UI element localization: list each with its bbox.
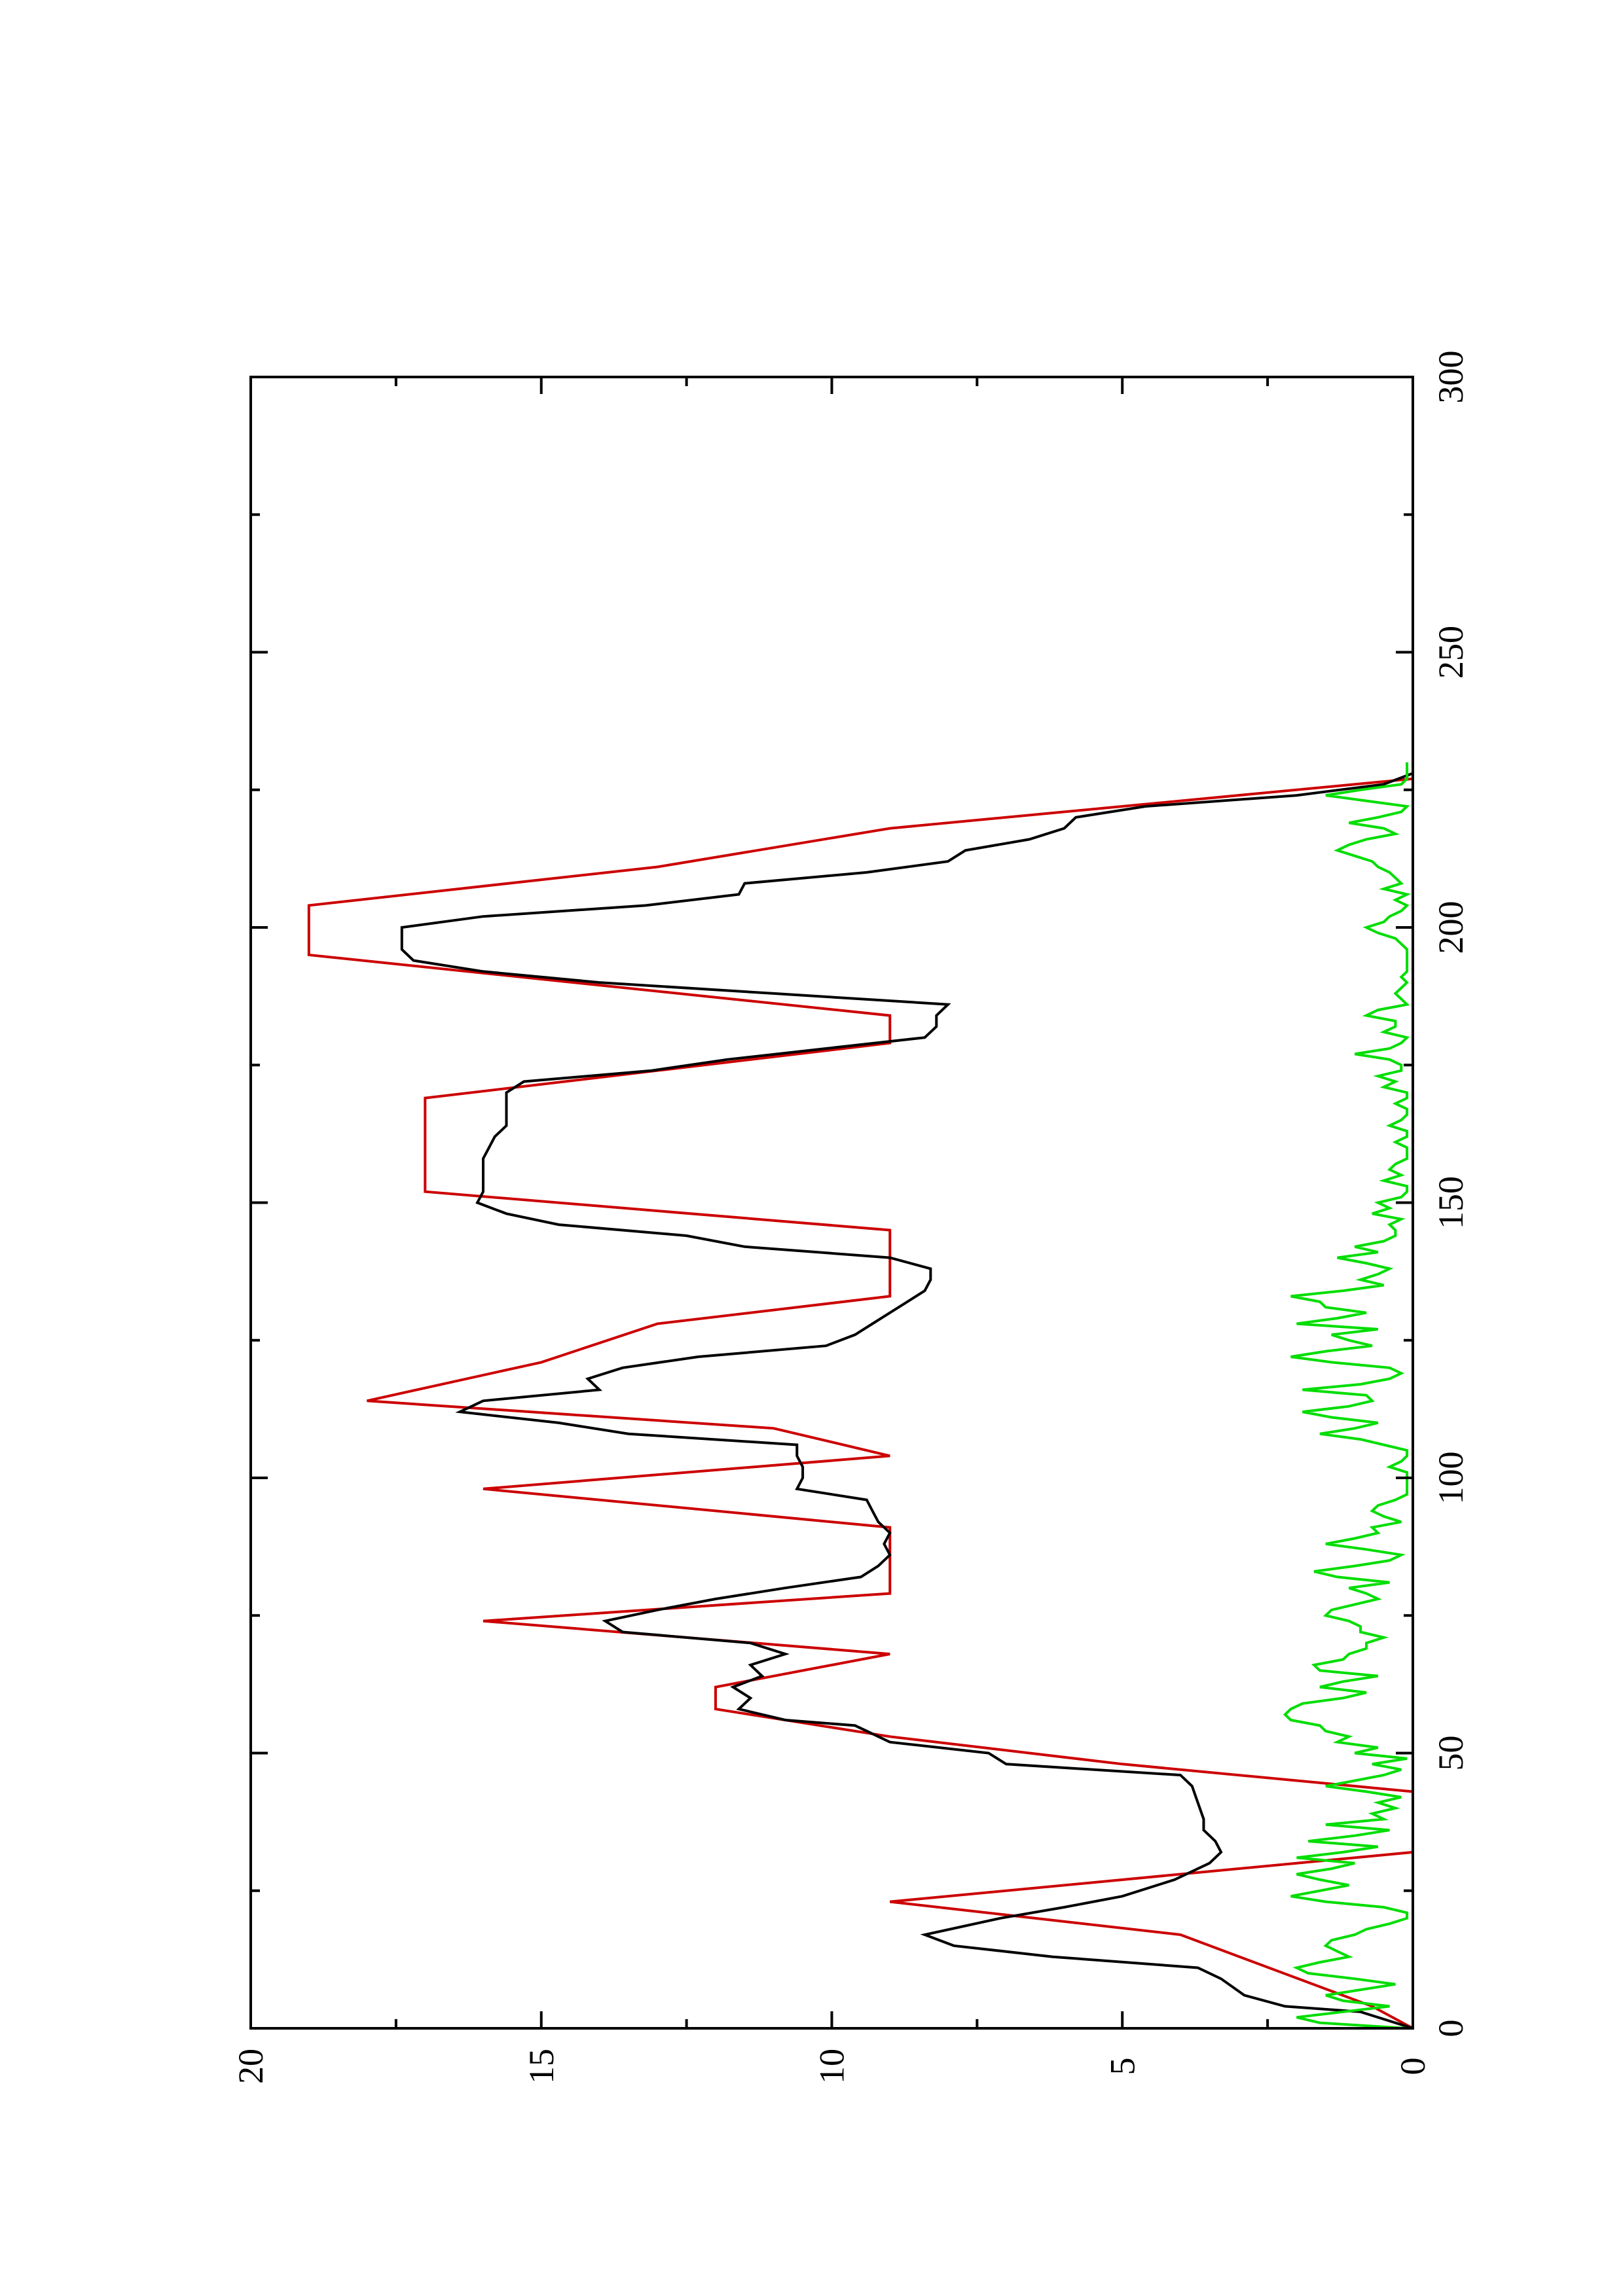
x-tick-label: 100 (1431, 1452, 1470, 1505)
series-layer (307, 762, 1414, 2030)
labels-layer: 0 50 100 150 200 250 300 0 5 10 15 20 (231, 351, 1470, 2085)
series-line-2 (400, 772, 1413, 2030)
y-tick-label: 15 (522, 2049, 561, 2084)
x-tick-label: 300 (1431, 351, 1470, 404)
series-line-1 (307, 777, 1414, 2030)
y-tick-label: 20 (231, 2049, 270, 2084)
x-tick-label: 50 (1431, 1736, 1470, 1771)
x-tick-label: 200 (1431, 901, 1470, 954)
y-tick-label: 10 (812, 2049, 852, 2084)
series-line-3 (1283, 762, 1412, 2030)
plot-frame (249, 376, 1414, 2030)
x-tick-label: 150 (1431, 1176, 1470, 1229)
x-tick-label: 250 (1431, 626, 1470, 679)
x-tick-label: 0 (1431, 2020, 1470, 2037)
y-tick-label: 5 (1103, 2058, 1142, 2075)
y-tick-label: 0 (1393, 2058, 1432, 2075)
